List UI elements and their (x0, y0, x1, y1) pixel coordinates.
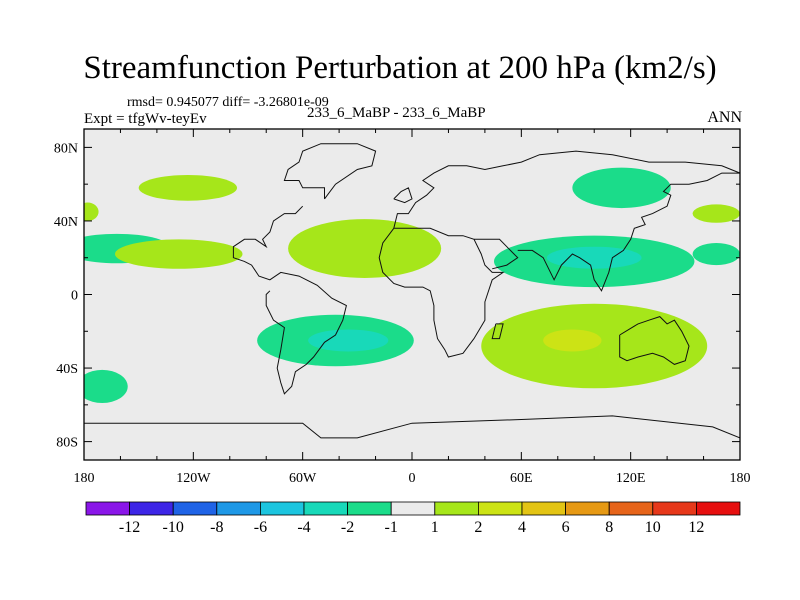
x-tick-label: 0 (409, 471, 416, 486)
colorbar-box (259, 501, 305, 516)
stats-line: rmsd= 0.945077 diff= -3.26801e-09 (127, 95, 329, 110)
colorbar-box (434, 501, 479, 516)
y-tick-label: 40N (54, 215, 78, 230)
colorbar-box (390, 501, 436, 516)
colorbar-box (565, 501, 610, 516)
experiment-label: Expt = tfgWv-teyEv (84, 111, 207, 127)
colorbar-label: -8 (210, 519, 223, 536)
contour-region-1 (84, 202, 99, 221)
y-tick-label: 40S (56, 362, 78, 377)
colorbar-label: 4 (518, 519, 526, 536)
season-label: ANN (707, 109, 742, 126)
x-tick-label: 60W (289, 471, 317, 486)
contour-region-6 (308, 329, 389, 352)
y-tick-label: 0 (71, 289, 78, 304)
colorbar-box (608, 501, 654, 516)
colorbar-label: 8 (605, 519, 613, 536)
contour-region-9 (546, 246, 642, 269)
colorbar-label: 2 (474, 519, 482, 536)
x-tick-label: 60E (510, 471, 533, 486)
contour-region-10 (572, 167, 671, 209)
contour-region-0 (138, 174, 238, 201)
colorbar-box (521, 501, 566, 516)
colorbar-label: -2 (341, 519, 354, 536)
x-tick-label: 120W (176, 471, 211, 486)
case-label: 233_6_MaBP - 233_6_MaBP (307, 105, 486, 121)
colorbar-box (652, 501, 697, 516)
colorbar-label: 1 (431, 519, 439, 536)
colorbar-box (85, 501, 130, 516)
colorbar-box (216, 501, 261, 516)
colorbar-box (303, 501, 348, 516)
colorbar-label: 10 (645, 519, 661, 536)
coastline (84, 143, 740, 439)
contour-region-11 (692, 204, 740, 223)
x-tick-label: 180 (730, 471, 751, 486)
x-tick-label: 120E (616, 471, 646, 486)
contour-region-14 (543, 329, 602, 352)
contour-region-12 (692, 243, 740, 266)
colorbar-label: -4 (297, 519, 310, 536)
colorbar-label: -1 (385, 519, 398, 536)
contour-region-7 (84, 369, 128, 403)
contour-region-3 (114, 239, 243, 269)
colorbar-label: 12 (688, 519, 704, 536)
colorbar-box (129, 501, 174, 516)
y-tick-label: 80N (54, 141, 78, 156)
x-tick-label: 180 (74, 471, 95, 486)
chart-title: Streamfunction Perturbation at 200 hPa (… (83, 50, 717, 86)
colorbar-label: -6 (254, 519, 267, 536)
colorbar-box (172, 501, 218, 516)
contour-region-4 (288, 219, 442, 278)
colorbar-box (696, 501, 741, 516)
colorbar-label: 6 (562, 519, 570, 536)
colorbar-label: -10 (163, 519, 184, 536)
y-tick-label: 80S (56, 436, 78, 451)
colorbar-box (347, 501, 392, 516)
colorbar-label: -12 (119, 519, 140, 536)
colorbar-box (477, 501, 523, 516)
